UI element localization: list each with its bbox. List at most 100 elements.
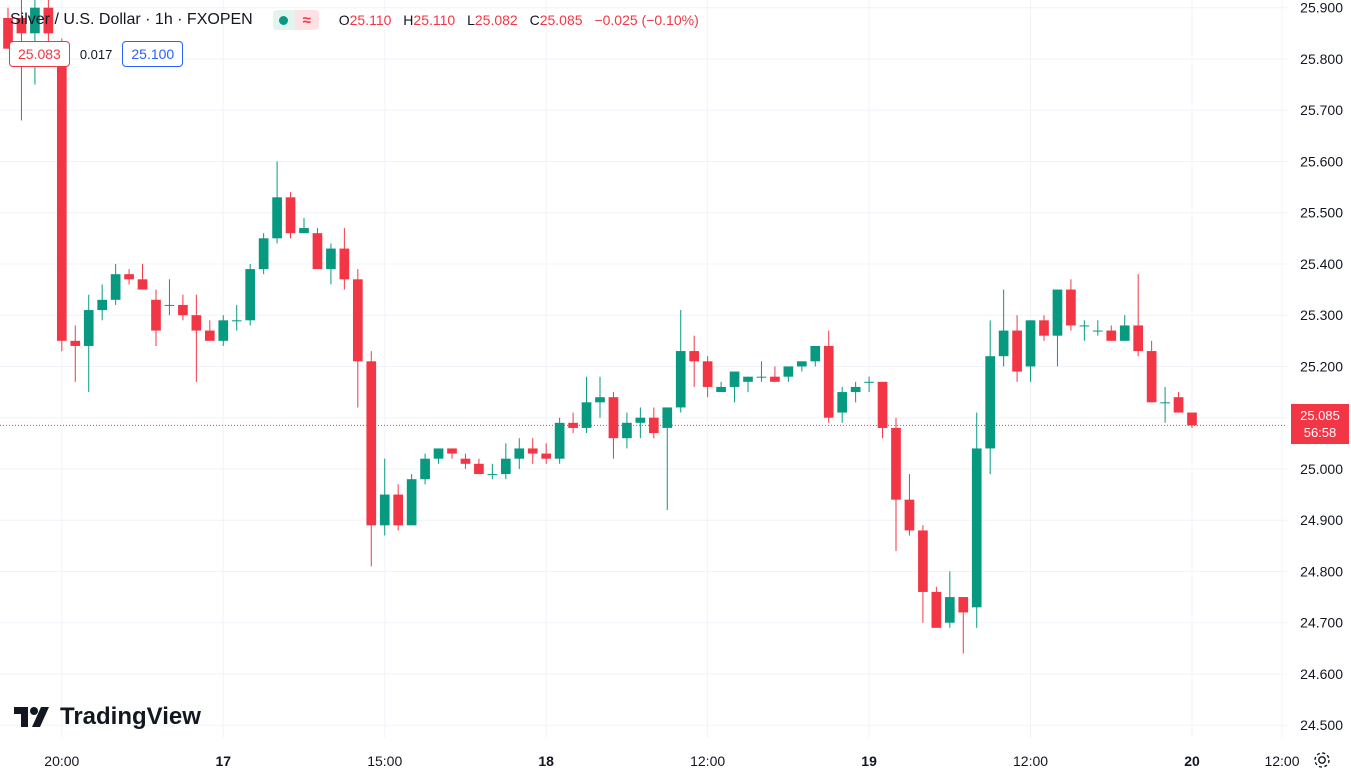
candle[interactable] — [285, 192, 296, 239]
candle[interactable] — [635, 407, 646, 439]
candle[interactable] — [151, 289, 161, 346]
candle[interactable] — [770, 366, 780, 382]
candle[interactable] — [245, 263, 256, 326]
candle[interactable] — [1146, 340, 1157, 403]
candle[interactable] — [500, 443, 511, 480]
market-status[interactable]: ≈ — [272, 10, 319, 30]
candle[interactable] — [985, 320, 996, 475]
candle[interactable] — [891, 417, 901, 551]
candle[interactable] — [379, 458, 390, 536]
candle[interactable] — [810, 345, 821, 367]
candle[interactable] — [527, 438, 538, 464]
candle[interactable] — [931, 586, 942, 628]
candle[interactable] — [1133, 274, 1144, 357]
candle[interactable] — [904, 474, 915, 536]
candle[interactable] — [595, 376, 605, 418]
candle[interactable] — [850, 381, 861, 403]
candle-body — [272, 197, 282, 239]
candle-body — [379, 494, 390, 526]
candle[interactable] — [218, 315, 229, 346]
buy-button[interactable]: 25.100 — [122, 41, 184, 67]
candle[interactable] — [877, 381, 888, 439]
candle[interactable] — [958, 597, 969, 654]
candle[interactable] — [581, 376, 592, 434]
candle[interactable] — [3, 7, 13, 49]
candle[interactable] — [1066, 279, 1076, 331]
candle[interactable] — [460, 453, 471, 469]
candle[interactable] — [339, 228, 350, 290]
candle[interactable] — [648, 407, 659, 439]
candle[interactable] — [1052, 289, 1063, 367]
candle[interactable] — [258, 233, 269, 275]
candle[interactable] — [204, 320, 215, 341]
candle[interactable] — [823, 330, 834, 423]
candle[interactable] — [971, 412, 982, 628]
settings-gear-icon[interactable] — [1312, 750, 1332, 770]
candle[interactable] — [541, 443, 552, 464]
candle[interactable] — [622, 412, 632, 449]
candle[interactable] — [231, 304, 242, 331]
candle[interactable] — [1160, 386, 1170, 423]
candle[interactable] — [756, 361, 767, 382]
candle[interactable] — [662, 407, 673, 510]
candle[interactable] — [783, 366, 794, 382]
candle[interactable] — [864, 376, 874, 393]
candle[interactable] — [1119, 315, 1130, 341]
candle[interactable] — [178, 294, 188, 321]
candle[interactable] — [366, 351, 377, 567]
candle[interactable] — [608, 392, 619, 459]
candle[interactable] — [487, 463, 498, 480]
candle[interactable] — [433, 448, 444, 464]
sell-button[interactable]: 25.083 — [9, 41, 70, 67]
candle[interactable] — [110, 263, 121, 305]
candle[interactable] — [716, 381, 726, 393]
candle[interactable] — [299, 217, 309, 234]
candle[interactable] — [689, 335, 700, 387]
candle[interactable] — [164, 279, 175, 316]
symbol-title[interactable]: Silver / U.S. Dollar · 1h · FXOPEN — [10, 11, 253, 28]
candle[interactable] — [137, 263, 148, 290]
candle[interactable] — [796, 361, 807, 372]
candle[interactable] — [998, 289, 1009, 367]
candle[interactable] — [729, 371, 740, 403]
candle[interactable] — [743, 376, 753, 393]
candle[interactable] — [1079, 320, 1090, 341]
candle[interactable] — [1106, 325, 1117, 341]
candle[interactable] — [1092, 320, 1103, 336]
candle[interactable] — [97, 284, 108, 321]
candle[interactable] — [514, 438, 525, 469]
candle[interactable] — [1173, 392, 1184, 413]
candle-body — [43, 7, 54, 34]
candle[interactable] — [568, 412, 578, 434]
candle-body — [3, 17, 13, 49]
candle[interactable] — [30, 0, 40, 85]
candle[interactable] — [393, 484, 404, 531]
candle[interactable] — [675, 310, 686, 413]
candle[interactable] — [352, 269, 363, 408]
candle[interactable] — [1012, 315, 1022, 382]
candle[interactable] — [312, 228, 323, 270]
candle-body — [245, 269, 256, 321]
candle[interactable] — [191, 294, 202, 382]
tradingview-logo[interactable]: TradingView — [14, 703, 201, 731]
candle[interactable] — [837, 386, 848, 423]
candle[interactable] — [702, 356, 713, 398]
candle-body — [662, 407, 673, 428]
candle[interactable] — [1025, 320, 1036, 382]
candle[interactable] — [944, 571, 955, 628]
candle[interactable] — [447, 448, 457, 459]
candle[interactable] — [326, 243, 336, 285]
candle[interactable] — [56, 38, 67, 352]
candle[interactable] — [420, 453, 430, 485]
candle[interactable] — [124, 269, 134, 285]
candle[interactable] — [272, 161, 282, 244]
candle[interactable] — [70, 325, 81, 382]
candle[interactable] — [918, 525, 928, 623]
candle[interactable] — [554, 417, 565, 464]
price-tick-label: 25.600 — [1300, 153, 1343, 169]
candle[interactable] — [1039, 315, 1049, 341]
candle[interactable] — [406, 474, 417, 526]
candle[interactable] — [83, 294, 94, 393]
candle[interactable] — [474, 458, 484, 475]
